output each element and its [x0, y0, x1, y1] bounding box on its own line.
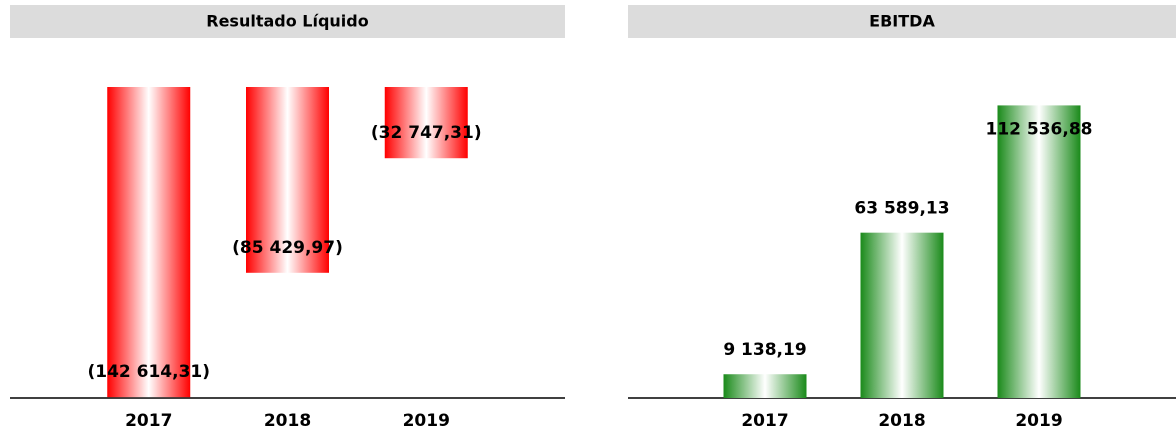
- x-tick-label: 2017: [125, 411, 172, 431]
- chart-title: EBITDA: [869, 12, 935, 31]
- title-bar: [628, 5, 1176, 38]
- value-label: (85 429,97): [232, 238, 343, 258]
- x-tick-label: 2019: [403, 411, 450, 431]
- x-tick-label: 2019: [1015, 411, 1062, 431]
- chart-title: Resultado Líquido: [206, 12, 368, 31]
- title-bar: [10, 5, 565, 38]
- bar: [246, 87, 329, 273]
- value-label: 112 536,88: [985, 119, 1092, 139]
- bar: [860, 232, 944, 398]
- x-tick-label: 2018: [878, 411, 925, 431]
- value-label: (142 614,31): [87, 362, 210, 382]
- value-label: 9 138,19: [723, 340, 806, 360]
- bar: [723, 374, 807, 398]
- bar: [384, 87, 468, 159]
- bar: [107, 87, 191, 398]
- bar: [997, 105, 1081, 398]
- x-tick-label: 2018: [264, 411, 311, 431]
- x-tick-label: 2017: [741, 411, 788, 431]
- value-label: 63 589,13: [854, 199, 949, 219]
- value-label: (32 747,31): [371, 123, 482, 143]
